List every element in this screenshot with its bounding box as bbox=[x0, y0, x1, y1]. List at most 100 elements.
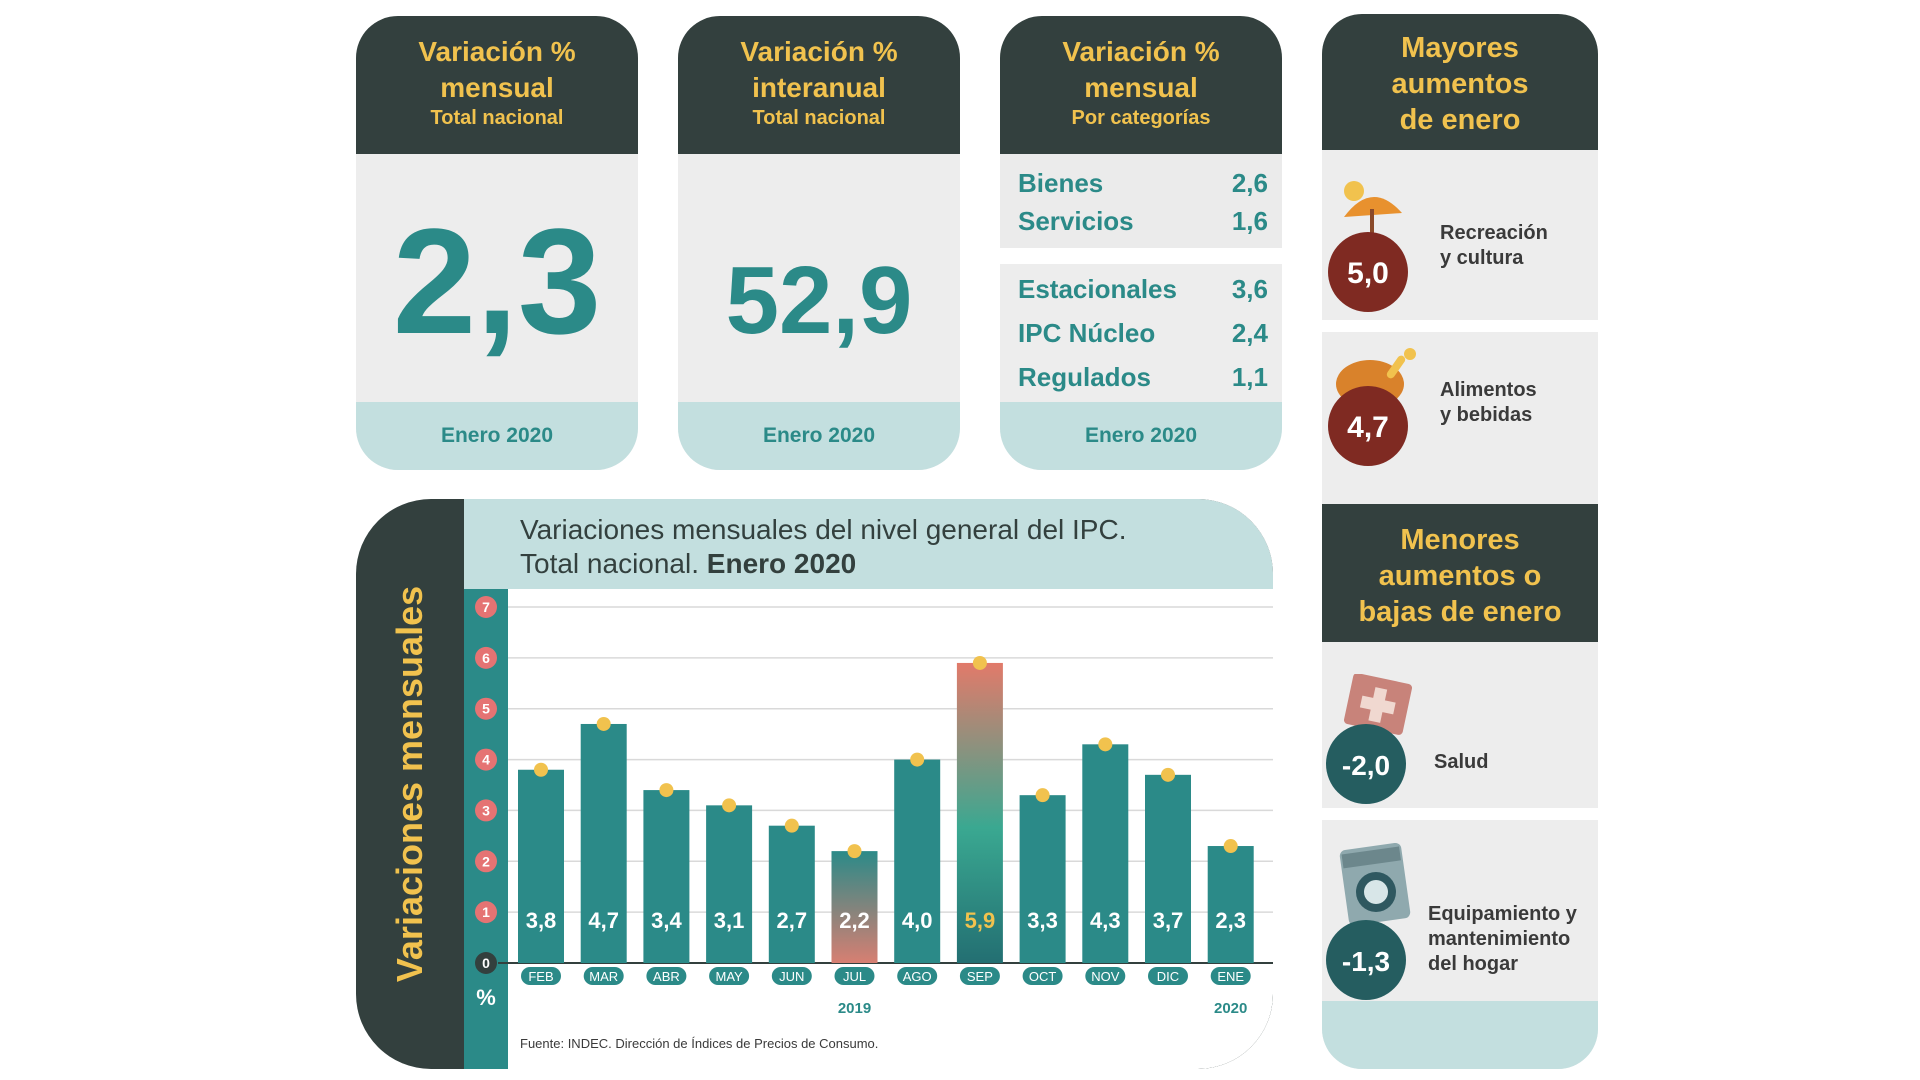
bar-top-dot bbox=[910, 752, 925, 767]
y-tick-label: 3 bbox=[482, 802, 490, 818]
label-line: Alimentos bbox=[1440, 379, 1537, 401]
bar-ago bbox=[894, 759, 941, 963]
year-label: 2019 bbox=[838, 1000, 871, 1017]
bar-value-label: 4,3 bbox=[1090, 908, 1121, 933]
y-tick-marker bbox=[475, 697, 497, 720]
bar-oct bbox=[1019, 795, 1066, 963]
x-tick-label: JUL bbox=[843, 969, 866, 984]
category-row: Regulados 1,1 bbox=[1018, 362, 1268, 393]
card-header: Variación % mensual Total nacional bbox=[356, 16, 638, 154]
x-tick-label: JUN bbox=[779, 969, 804, 984]
menores-badge-2: -1,3 bbox=[1326, 920, 1406, 1000]
bar-value-label: 3,8 bbox=[526, 908, 557, 933]
category-row: Servicios 1,6 bbox=[1018, 206, 1268, 237]
bar-may bbox=[706, 805, 753, 963]
bar-top-dot bbox=[659, 783, 674, 798]
divider bbox=[1322, 320, 1598, 332]
beach-umbrella-icon bbox=[1344, 181, 1402, 245]
x-tick-label: FEB bbox=[528, 969, 553, 984]
x-tick-pill bbox=[709, 967, 750, 985]
x-tick-pill bbox=[1148, 967, 1188, 985]
category-value: 1,6 bbox=[1231, 206, 1268, 236]
label-line: Salud bbox=[1434, 751, 1489, 773]
chart-title-line2: Total nacional. Enero 2020 bbox=[520, 547, 1126, 581]
bar-value-label: 3,3 bbox=[1027, 908, 1058, 933]
card-yearly-national: Variación % interanual Total nacional 52… bbox=[678, 16, 960, 470]
card-subtitle: Total nacional bbox=[752, 107, 886, 129]
category-value: 2,4 bbox=[1231, 318, 1268, 348]
y-tick-label: 0 bbox=[482, 955, 490, 971]
monthly-value: 2,3 bbox=[392, 197, 602, 365]
bar-top-dot bbox=[847, 844, 862, 859]
x-tick-label: MAR bbox=[589, 969, 618, 984]
mayores-title-line: de enero bbox=[1399, 104, 1521, 136]
label-line: del hogar bbox=[1428, 953, 1519, 975]
menores-title-line: bajas de enero bbox=[1358, 596, 1562, 628]
mayores-label-2: Alimentos y bebidas bbox=[1440, 378, 1537, 428]
x-tick-pill bbox=[834, 967, 875, 985]
card-subtitle: Total nacional bbox=[430, 107, 564, 129]
category-row: Estacionales 3,6 bbox=[1018, 274, 1268, 305]
side-footer bbox=[1322, 1001, 1598, 1069]
menores-header: Menores aumentos o bajas de enero bbox=[1322, 504, 1598, 642]
y-tick-label: 5 bbox=[482, 701, 490, 717]
bar-value-label: 2,3 bbox=[1215, 908, 1246, 933]
bar-top-dot bbox=[1035, 788, 1050, 803]
x-tick-pill bbox=[1085, 967, 1126, 985]
y-tick-marker bbox=[475, 850, 497, 873]
x-tick-pill bbox=[1022, 967, 1063, 985]
category-label: Regulados bbox=[1018, 362, 1151, 392]
bar-top-dot bbox=[1098, 737, 1113, 752]
menores-title-line: aumentos o bbox=[1378, 560, 1542, 592]
menores-title-line: Menores bbox=[1400, 524, 1520, 556]
mayores-title-line: Mayores bbox=[1401, 32, 1519, 64]
x-tick-label: NOV bbox=[1091, 969, 1120, 984]
bar-value-label: 5,9 bbox=[965, 908, 996, 933]
health-cross-icon bbox=[1343, 674, 1413, 735]
y-axis-strip bbox=[464, 589, 508, 1069]
y-tick-label: 4 bbox=[482, 752, 490, 768]
mayores-header: Mayores aumentos de enero bbox=[1322, 14, 1598, 150]
label-line: mantenimiento bbox=[1428, 928, 1571, 950]
chart-title-bold: Enero 2020 bbox=[706, 548, 857, 579]
category-label: IPC Núcleo bbox=[1018, 318, 1156, 348]
category-label: Estacionales bbox=[1018, 274, 1177, 304]
y-tick-label: 1 bbox=[482, 904, 490, 920]
y-tick-marker bbox=[475, 646, 497, 669]
y-tick-label: 2 bbox=[482, 853, 490, 869]
label-line: y bebidas bbox=[1440, 404, 1533, 426]
y-unit-label: % bbox=[476, 985, 496, 1010]
card-period: Enero 2020 bbox=[1000, 402, 1282, 470]
card-period: Enero 2020 bbox=[678, 402, 960, 470]
x-tick-pill bbox=[583, 967, 624, 985]
bar-top-dot bbox=[784, 818, 799, 833]
card-title: Variación % bbox=[740, 36, 898, 67]
mayores-badge-2: 4,7 bbox=[1328, 386, 1408, 466]
menores-badge-1: -2,0 bbox=[1326, 724, 1406, 804]
y-tick-marker bbox=[475, 748, 497, 771]
side-panel: Mayores aumentos de enero 5,0 Recreación… bbox=[1322, 14, 1598, 1069]
menores-label-1: Salud bbox=[1434, 750, 1488, 775]
chart-source: Fuente: INDEC. Dirección de Índices de P… bbox=[520, 1036, 879, 1051]
card-subtitle: Por categorías bbox=[1071, 107, 1211, 129]
bar-ene bbox=[1207, 846, 1254, 963]
y-tick-marker bbox=[475, 799, 497, 822]
chart-area: Variaciones mensuales del nivel general … bbox=[464, 499, 1273, 1069]
chart-title-plain: Total nacional. bbox=[520, 548, 700, 579]
x-tick-label: ABR bbox=[653, 969, 680, 984]
ipc-chart-panel: Variaciones mensuales Variaciones mensua… bbox=[356, 499, 1273, 1069]
bar-top-dot bbox=[972, 655, 987, 670]
category-row: Bienes 2,6 bbox=[1018, 168, 1268, 199]
card-monthly-national: Variación % mensual Total nacional 2,3 E… bbox=[356, 16, 638, 470]
card-monthly-categories: Variación % mensual Por categorías Biene… bbox=[1000, 16, 1282, 470]
x-tick-pill bbox=[897, 967, 938, 985]
bar-dic bbox=[1145, 774, 1191, 963]
x-tick-pill bbox=[771, 967, 812, 985]
chart-title-line1: Variaciones mensuales del nivel general … bbox=[520, 514, 1127, 545]
bar-value-label: 3,4 bbox=[651, 908, 682, 933]
y-tick-marker bbox=[475, 901, 497, 924]
bar-jul bbox=[831, 851, 878, 963]
category-label: Servicios bbox=[1018, 206, 1134, 236]
card-title: mensual bbox=[440, 72, 554, 103]
y-tick-marker bbox=[475, 952, 497, 974]
